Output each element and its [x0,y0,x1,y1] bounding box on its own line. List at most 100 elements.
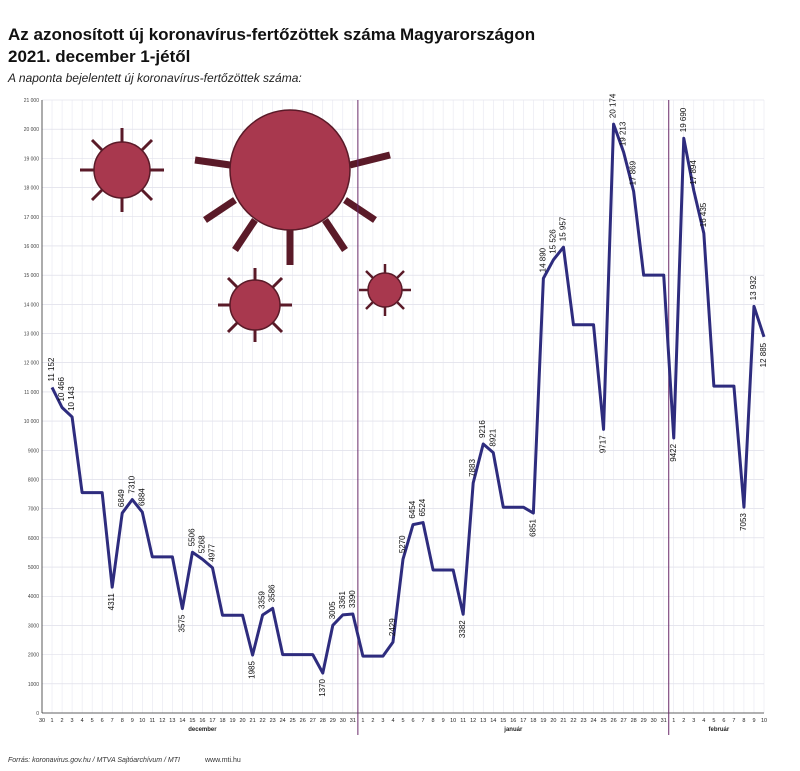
y-tick-label: 2000 [28,653,39,659]
x-tick-label: 16 [199,718,205,724]
source: Forrás: koronavirus.gov.hu / MTVA Sajtóa… [8,757,180,764]
data-label: 17 894 [689,160,698,185]
x-tick-label: 12 [470,718,476,724]
x-tick-label: 2 [371,718,374,724]
y-tick-label: 19 000 [24,156,40,162]
x-tick-label: 8 [742,718,745,724]
x-tick-label: 4 [391,718,394,724]
x-tick-label: 10 [450,718,456,724]
data-label: 6524 [418,498,427,516]
x-tick-label: 6 [101,718,104,724]
data-label: 4311 [107,593,116,611]
x-tick-label: 27 [621,718,627,724]
data-label: 14 890 [538,247,547,272]
x-tick-label: 23 [580,718,586,724]
x-tick-label: 5 [401,718,404,724]
data-label: 5506 [187,528,196,546]
data-label: 2429 [388,618,397,636]
x-tick-label: 31 [661,718,667,724]
x-tick-label: 26 [611,718,617,724]
data-label: 20 174 [609,93,618,118]
data-label: 5268 [197,535,206,553]
x-tick-label: 4 [81,718,84,724]
x-tick-label: 14 [490,718,496,724]
x-tick-label: 24 [280,718,286,724]
y-tick-label: 18 000 [24,186,40,192]
month-label: február [709,727,730,733]
y-tick-label: 16 000 [24,244,40,250]
x-tick-label: 21 [560,718,566,724]
data-label: 10 143 [67,386,76,411]
month-label: január [503,727,523,733]
data-label: 8921 [488,428,497,446]
data-label: 7053 [739,513,748,531]
x-tick-label: 19 [229,718,235,724]
y-tick-label: 4000 [28,594,39,600]
data-label: 3382 [458,620,467,638]
x-tick-label: 2 [682,718,685,724]
data-label: 5270 [398,535,407,553]
chart-title-line2: 2021. december 1-jétől [8,47,190,66]
x-tick-label: 24 [590,718,596,724]
data-label: 4977 [207,543,216,561]
y-tick-label: 8000 [28,477,39,483]
x-tick-label: 3 [71,718,74,724]
x-tick-label: 19 [540,718,546,724]
y-tick-label: 6000 [28,536,39,542]
x-tick-label: 6 [722,718,725,724]
data-label: 9422 [669,443,678,461]
x-tick-label: 2 [61,718,64,724]
x-tick-label: 4 [702,718,705,724]
y-tick-label: 0 [36,711,39,717]
x-tick-label: 22 [260,718,266,724]
x-tick-label: 9 [752,718,755,724]
data-label: 19 213 [619,121,628,146]
x-tick-label: 8 [121,718,124,724]
website: www.mti.hu [204,757,241,764]
data-label: 9717 [599,435,608,453]
x-tick-label: 28 [320,718,326,724]
data-label: 13 932 [749,275,758,300]
x-tick-label: 21 [250,718,256,724]
x-tick-label: 15 [189,718,195,724]
x-tick-label: 7 [111,718,114,724]
data-label: 7310 [127,475,136,493]
x-tick-label: 5 [712,718,715,724]
x-tick-label: 20 [239,718,245,724]
x-tick-label: 1 [361,718,364,724]
data-label: 6884 [137,488,146,506]
y-tick-label: 5000 [28,565,39,571]
decoration [80,109,411,342]
x-tick-label: 7 [422,718,425,724]
data-label: 7883 [468,459,477,477]
y-tick-label: 11 000 [24,390,39,396]
x-tick-label: 31 [350,718,356,724]
x-tick-label: 29 [641,718,647,724]
x-tick-label: 30 [340,718,346,724]
data-label: 10 466 [57,376,66,401]
x-tick-label: 18 [219,718,225,724]
data-label: 6849 [117,489,126,507]
chart-title: Az azonosított új koronavírus-fertőzötte… [8,25,535,44]
x-tick-label: 25 [290,718,296,724]
y-tick-label: 9000 [28,448,39,454]
x-tick-label: 30 [39,718,45,724]
data-label: 6851 [528,518,537,536]
y-tick-label: 7000 [28,507,39,513]
x-tick-label: 7 [732,718,735,724]
data-label: 6454 [408,500,417,518]
x-tick-label: 25 [600,718,606,724]
x-tick-label: 1 [50,718,53,724]
month-label: december [188,727,217,733]
x-tick-label: 11 [149,718,155,724]
x-tick-label: 22 [570,718,576,724]
x-tick-label: 1 [672,718,675,724]
x-tick-label: 8 [432,718,435,724]
y-tick-label: 20 000 [24,127,40,133]
x-tick-label: 15 [500,718,506,724]
data-line [50,122,766,675]
y-tick-label: 17 000 [24,215,40,221]
x-tick-label: 9 [442,718,445,724]
